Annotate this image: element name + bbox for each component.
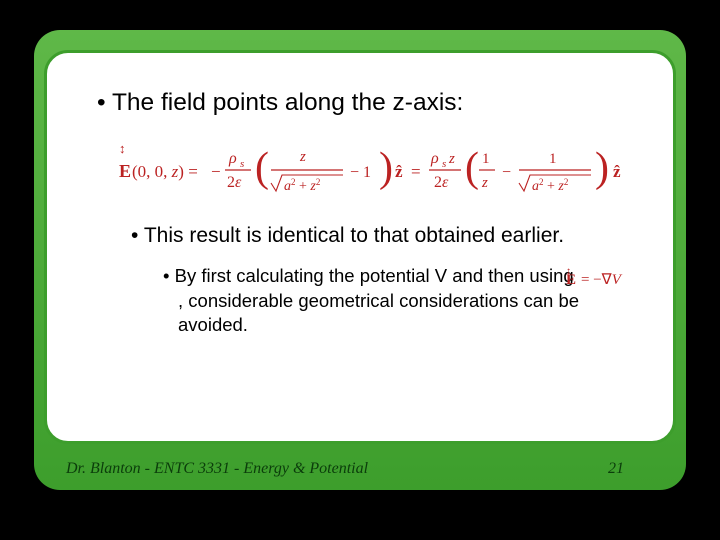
bullet-l3-post: , considerable geometrical consideration…	[178, 290, 579, 335]
slide-frame: The field points along the z-axis: ↕ E (…	[34, 30, 686, 490]
svg-text:2ε: 2ε	[434, 174, 449, 191]
svg-text:): )	[379, 145, 393, 191]
svg-text:=: =	[411, 162, 421, 181]
svg-text:z: z	[448, 151, 455, 167]
svg-text:z: z	[299, 149, 306, 165]
svg-text:z: z	[481, 175, 488, 191]
svg-text:= −∇V: = −∇V	[581, 272, 623, 288]
slide-content-panel: The field points along the z-axis: ↕ E (…	[44, 50, 676, 444]
svg-text:(: (	[255, 145, 269, 191]
svg-text:−: −	[211, 162, 221, 181]
bullet-level3: By first calculating the potential V and…	[163, 264, 651, 336]
svg-text:s: s	[240, 158, 244, 170]
svg-text:1: 1	[549, 151, 557, 167]
main-equation: ↕ E (0, 0, z) = − ρ s 2ε ( z	[119, 137, 651, 199]
svg-text:E: E	[566, 272, 576, 288]
svg-text:ρ: ρ	[430, 150, 439, 167]
svg-text:E: E	[119, 161, 131, 181]
svg-text:s: s	[442, 158, 446, 170]
bullet-level1: The field points along the z-axis:	[97, 87, 651, 119]
svg-text:− 1: − 1	[350, 164, 371, 181]
eq-arrow-glyph: ↕	[119, 141, 126, 156]
svg-text:(: (	[465, 145, 479, 191]
bullet-level2: This result is identical to that obtaine…	[131, 223, 651, 249]
slide-footer: Dr. Blanton - ENTC 3331 - Energy & Poten…	[66, 460, 654, 478]
footer-page-number: 21	[608, 460, 624, 478]
equation-svg: ↕ E (0, 0, z) = − ρ s 2ε ( z	[119, 137, 659, 199]
svg-text:−: −	[502, 164, 511, 181]
svg-text:ẑ: ẑ	[613, 162, 621, 181]
svg-text:a2 + z2: a2 + z2	[284, 177, 320, 194]
svg-text:ẑ: ẑ	[395, 162, 403, 181]
svg-text:2ε: 2ε	[227, 174, 242, 191]
svg-text:(0, 0, z) =: (0, 0, z) =	[132, 162, 198, 181]
svg-text:ρ: ρ	[228, 150, 237, 167]
bullet-l3-pre: By first calculating the potential V and…	[175, 265, 579, 286]
svg-text:1: 1	[482, 151, 490, 167]
svg-text:a2 + z2: a2 + z2	[532, 177, 568, 194]
svg-text:): )	[595, 145, 609, 191]
footer-text: Dr. Blanton - ENTC 3331 - Energy & Poten…	[66, 460, 368, 478]
inline-equation: ↕ E = −∇V	[581, 266, 646, 290]
